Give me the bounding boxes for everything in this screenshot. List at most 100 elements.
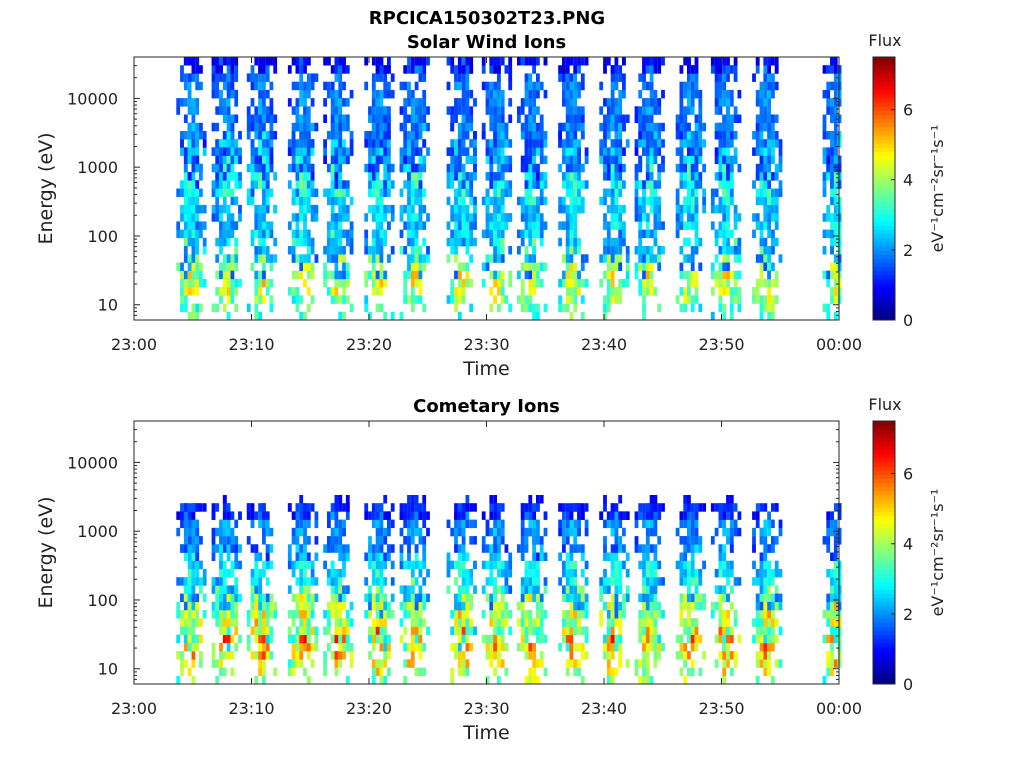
spectrogram-cell (254, 618, 259, 627)
spectrogram-cell (418, 511, 423, 520)
spectrogram-cell (536, 180, 540, 189)
spectrogram-cell (269, 626, 274, 635)
spectrogram-cell (618, 106, 623, 115)
spectrogram-cell (265, 221, 270, 230)
spectrogram-cell (330, 98, 335, 107)
spectrogram-cell (465, 511, 470, 520)
spectrogram-cell (457, 568, 462, 578)
spectrogram-cell (493, 229, 497, 239)
spectrogram-cell (295, 552, 300, 561)
spectrogram-cell (833, 254, 838, 263)
spectrogram-cell (291, 667, 296, 677)
spectrogram-cell (675, 229, 680, 239)
spectrogram-cell (481, 610, 486, 619)
spectrogram-cell (675, 204, 680, 214)
spectrogram-cell (606, 229, 611, 239)
spectrogram-cell (265, 155, 270, 165)
spectrogram-cell (222, 634, 227, 644)
spectrogram-cell (338, 163, 343, 173)
spectrogram-cell (565, 659, 570, 668)
spectrogram-cell (187, 585, 192, 594)
spectrogram-cell (653, 65, 658, 74)
spectrogram-cell (330, 568, 335, 578)
spectrogram-cell (573, 131, 578, 140)
spectrogram-cell (299, 311, 304, 321)
spectrogram-cell (532, 642, 536, 652)
spectrogram-cell (299, 57, 304, 66)
spectrogram-cell (645, 155, 650, 165)
spectrogram-cell (330, 577, 335, 586)
spectrogram-cell (407, 163, 411, 173)
colorbar-swatch (873, 57, 895, 62)
spectrogram-cell (493, 278, 497, 288)
spectrogram-cell (258, 295, 262, 304)
spectrogram-cell (573, 560, 578, 570)
spectrogram-cell (258, 204, 262, 214)
spectrogram-cell (465, 618, 470, 627)
spectrogram-cell (645, 213, 650, 222)
spectrogram-cell (614, 287, 619, 296)
spectrogram-cell (295, 610, 300, 619)
spectrogram-cell (729, 89, 734, 99)
y-tick-label: 10 (98, 296, 118, 315)
spectrogram-cell (226, 287, 231, 296)
spectrogram-cell (303, 163, 307, 173)
spectrogram-cell (485, 147, 490, 156)
spectrogram-cell (493, 65, 497, 74)
spectrogram-cell (729, 172, 734, 181)
spectrogram-cell (262, 278, 266, 288)
spectrogram-cell (733, 270, 738, 280)
spectrogram-cell (457, 213, 462, 222)
spectrogram-cell (418, 188, 423, 197)
spectrogram-cell (454, 65, 458, 74)
spectrogram-cell (323, 626, 327, 635)
spectrogram-cell (176, 634, 181, 644)
spectrogram-cell (520, 131, 525, 140)
spectrogram-cell (234, 593, 239, 603)
spectrogram-cell (683, 303, 688, 313)
spectrogram-cell (497, 560, 501, 570)
spectrogram-cell (508, 585, 513, 594)
spectrogram-cell (565, 114, 570, 123)
spectrogram-cell (262, 81, 266, 91)
spectrogram-cell (222, 287, 227, 296)
spectrogram-cell (461, 552, 466, 561)
spectrogram-cell (517, 106, 521, 115)
spectrogram-cell (306, 196, 311, 206)
colorbar-swatch (873, 217, 895, 222)
spectrogram-cell (187, 610, 192, 619)
spectrogram-cell (375, 610, 380, 619)
spectrogram-cell (345, 610, 350, 619)
spectrogram-cell (573, 213, 578, 222)
spectrogram-cell (323, 81, 327, 91)
spectrogram-cell (234, 114, 239, 123)
spectrogram-cell (303, 601, 307, 611)
spectrogram-cell (183, 73, 188, 82)
spectrogram-cell (710, 188, 715, 197)
spectrogram-cell (577, 163, 581, 173)
spectrogram-cell (226, 155, 231, 165)
spectrogram-cell (407, 204, 411, 214)
spectrogram-cell (273, 57, 278, 66)
spectrogram-cell (183, 270, 188, 280)
spectrogram-cell (414, 163, 419, 173)
spectrogram-cell (291, 511, 296, 520)
spectrogram-cell (778, 180, 783, 189)
spectrogram-cell (211, 204, 216, 214)
spectrogram-cell (822, 270, 827, 280)
spectrogram-cell (573, 536, 578, 545)
spectrogram-cell (763, 98, 768, 107)
spectrogram-cell (694, 73, 699, 82)
spectrogram-cell (657, 262, 662, 271)
spectrogram-cell (577, 287, 581, 296)
spectrogram-cell (599, 155, 604, 165)
spectrogram-cell (262, 659, 266, 668)
spectrogram-cell (497, 180, 501, 189)
spectrogram-cell (774, 114, 779, 123)
spectrogram-cell (299, 270, 304, 280)
spectrogram-cell (310, 147, 315, 156)
spectrogram-cell (295, 651, 300, 660)
spectrogram-cell (493, 536, 497, 545)
spectrogram-cell (675, 213, 680, 222)
spectrogram-cell (532, 213, 536, 222)
